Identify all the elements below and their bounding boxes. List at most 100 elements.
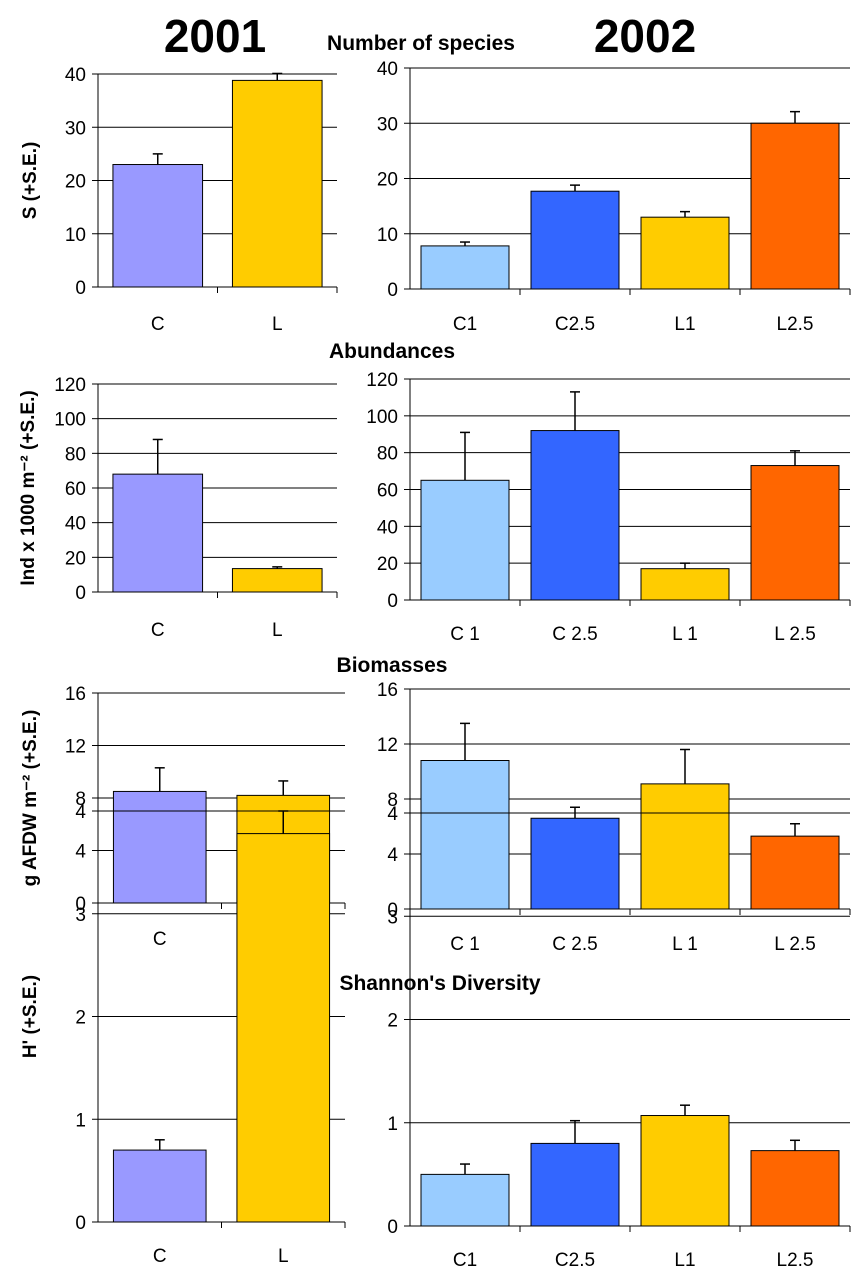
category-label: C <box>153 929 167 950</box>
y-tick-label: 4 <box>75 842 86 863</box>
y-tick-label: 0 <box>75 894 86 915</box>
bar <box>640 1115 730 1227</box>
y-tick-label: 0 <box>387 900 398 921</box>
y-tick-label: 10 <box>377 225 398 246</box>
category-label: L 2.5 <box>774 934 816 955</box>
y-tick-label: 30 <box>377 114 398 135</box>
category-label: L1 <box>674 314 695 335</box>
bar <box>530 1142 620 1227</box>
category-label: C2.5 <box>555 314 595 335</box>
y-tick-label: 2 <box>387 1011 398 1032</box>
y-tick-label: 20 <box>65 172 86 193</box>
year-2001-heading: 2001 <box>164 10 266 62</box>
panel-shannon-2002: 0 1 2 3 4 C1 C2.5 L1 L2.5 <box>387 804 851 1271</box>
bar <box>750 835 840 910</box>
y-tick-label: 0 <box>387 280 398 301</box>
y-axis-title: Ind x 1000 m⁻² (+S.E.) <box>18 390 39 585</box>
bar <box>236 833 331 1223</box>
y-axis-title: H' (+S.E.) <box>20 975 41 1058</box>
y-axis-title: S (+S.E.) <box>20 142 41 220</box>
y-tick-label: 60 <box>65 479 86 500</box>
bar <box>530 430 620 601</box>
y-tick-label: 1 <box>75 1110 86 1131</box>
category-label: C <box>153 1246 167 1267</box>
y-tick-label: 0 <box>387 591 398 612</box>
bar <box>640 216 730 290</box>
y-tick-label: 4 <box>75 802 86 823</box>
category-label: L 1 <box>672 934 698 955</box>
category-label: C 1 <box>450 934 480 955</box>
category-label: C <box>151 314 165 335</box>
bar <box>750 465 840 601</box>
category-label: C2.5 <box>555 1250 595 1271</box>
category-label: C1 <box>453 314 477 335</box>
y-tick-label: 40 <box>377 59 398 80</box>
panel-abundances-2002: 0 20 40 60 80 100 120 C 1 C 2.5 L 1 L 2.5 <box>366 370 851 645</box>
y-tick-label: 0 <box>387 1217 398 1238</box>
y-tick-label: 12 <box>377 735 398 756</box>
y-tick-label: 20 <box>377 554 398 575</box>
y-tick-label: 40 <box>65 514 86 535</box>
category-label: C <box>151 620 165 641</box>
panel-species-2002: 0 10 20 30 40 C1 C2.5 L1 L2.5 <box>377 59 851 335</box>
y-tick-label: 4 <box>387 804 398 825</box>
bar <box>420 245 510 290</box>
y-tick-label: 0 <box>75 1213 86 1234</box>
y-tick-label: 3 <box>75 905 86 926</box>
category-label: C 1 <box>450 624 480 645</box>
section-title-shannon: Shannon's Diversity <box>339 972 540 995</box>
y-tick-label: 120 <box>366 370 398 391</box>
y-tick-label: 40 <box>65 65 86 86</box>
bar <box>112 164 204 288</box>
category-label: L1 <box>674 1250 695 1271</box>
y-tick-label: 10 <box>65 225 86 246</box>
bar <box>750 1150 840 1227</box>
bar <box>112 1149 207 1223</box>
bar <box>231 79 323 288</box>
y-tick-label: 3 <box>387 907 398 928</box>
bar <box>112 790 207 904</box>
category-label: C 2.5 <box>552 934 597 955</box>
category-label: C1 <box>453 1250 477 1271</box>
panel-shannon-2001: 0 1 2 3 4 C L H' (+S.E.) <box>20 802 346 1267</box>
bar <box>530 190 620 290</box>
y-tick-label: 0 <box>75 278 86 299</box>
category-label: L 1 <box>672 624 698 645</box>
y-tick-label: 8 <box>387 790 398 811</box>
bar <box>640 568 730 601</box>
panel-species-2001: 0 10 20 30 40 C L S (+S.E.) <box>20 65 338 335</box>
y-tick-label: 20 <box>65 548 86 569</box>
y-tick-label: 12 <box>65 737 86 758</box>
y-tick-label: 80 <box>65 444 86 465</box>
y-tick-label: 100 <box>366 407 398 428</box>
y-tick-label: 8 <box>75 789 86 810</box>
y-tick-label: 120 <box>54 375 86 396</box>
bar <box>420 479 510 601</box>
y-tick-label: 0 <box>75 583 86 604</box>
y-tick-label: 60 <box>377 481 398 502</box>
y-tick-label: 1 <box>387 1114 398 1135</box>
bar <box>112 473 204 593</box>
y-tick-label: 40 <box>377 517 398 538</box>
section-title-biomasses: Biomasses <box>337 654 448 677</box>
y-tick-label: 2 <box>75 1008 86 1029</box>
bar <box>231 568 323 593</box>
category-label: L <box>278 1246 289 1267</box>
category-label: L <box>272 314 283 335</box>
bar <box>750 122 840 290</box>
bar <box>420 1173 510 1227</box>
y-tick-label: 30 <box>65 118 86 139</box>
bar <box>530 817 620 910</box>
category-label: C 2.5 <box>552 624 597 645</box>
y-axis-title: g AFDW m⁻² (+S.E.) <box>20 710 41 887</box>
y-tick-label: 20 <box>377 170 398 191</box>
bar <box>420 760 510 910</box>
y-tick-label: 4 <box>387 845 398 866</box>
category-label: L2.5 <box>777 1250 814 1271</box>
category-label: L2.5 <box>777 314 814 335</box>
panel-abundances-2001: 0 20 40 60 80 100 120 C L Ind x 1000 m⁻² (+S.E.) <box>18 375 338 641</box>
category-label: L <box>272 620 283 641</box>
section-title-species: Number of species <box>327 32 515 55</box>
